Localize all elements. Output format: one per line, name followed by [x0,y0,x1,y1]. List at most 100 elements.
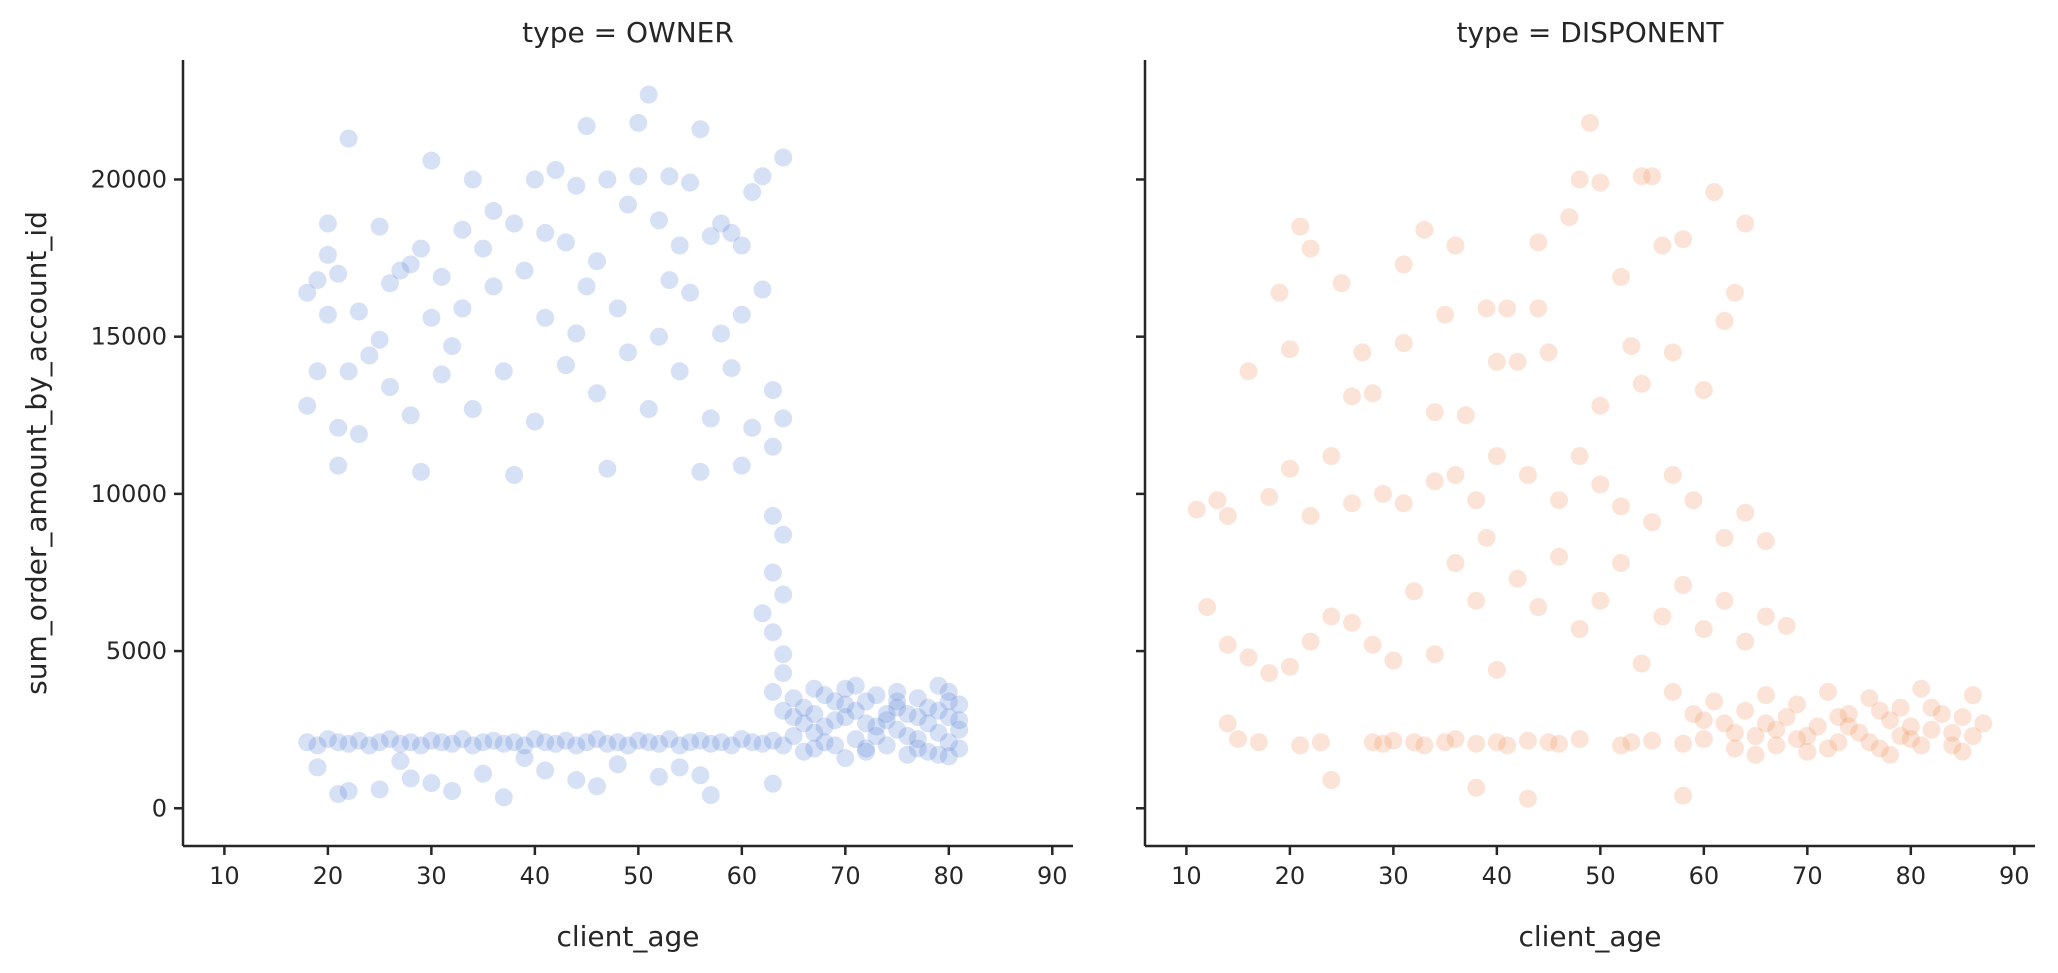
scatter-point [608,733,627,752]
scatter-point [774,585,793,604]
scatter-point [1229,730,1248,749]
scatter-point [815,717,834,736]
scatter-point [660,167,679,186]
scatter-point [1777,616,1796,635]
scatter-point [1891,727,1910,745]
scatter-point [577,733,596,752]
scatter-point [1612,497,1630,516]
scatter-point [1839,717,1858,736]
scatter-point [815,733,834,752]
scatter-point [888,698,907,717]
scatter-point [701,409,720,428]
scatter-point [691,120,710,139]
scatter-point [691,766,710,785]
scatter-point [1870,701,1889,720]
scatter-point [1343,613,1361,632]
x-axis-label: client_age [1518,920,1661,953]
scatter-point [784,689,803,708]
scatter-point [1270,283,1289,302]
scatter-point [1425,472,1444,491]
scatter-point [318,730,337,749]
scatter-point [567,736,586,755]
x-tick-label: 10 [209,862,240,890]
scatter-point [1725,723,1744,742]
scatter-point [763,682,782,701]
scatter-point [794,698,813,717]
scatter-point [950,711,969,730]
scatter-point [298,396,317,415]
scatter-point [505,733,524,752]
scatter-point [1963,686,1982,705]
scatter-point [1280,657,1299,676]
scatter-point [1218,714,1237,733]
scatter-point [401,733,420,752]
scatter-point [805,723,824,742]
x-tick-label: 80 [934,862,965,890]
scatter-point [867,727,886,745]
scatter-point [1674,734,1693,753]
scatter-point [318,305,337,324]
scatter-point [1715,591,1734,610]
scatter-point [484,277,503,296]
scatter-point [712,733,731,752]
scatter-point [1612,736,1630,755]
x-tick-label: 90 [1999,862,2030,890]
y-tick-label: 0 [152,794,167,822]
scatter-point [639,400,658,418]
scatter-point [349,302,368,321]
scatter-point [1446,466,1465,484]
scatter-point [1663,466,1682,484]
scatter-point [329,733,348,752]
scatter-point [1570,447,1589,466]
scatter-point [877,705,896,723]
scatter-point [1280,340,1299,359]
scatter-point [1591,475,1610,494]
panel-1: 10 20 30 40 50 60 70 80 90 0 5000 10000 15000 20000 ty… [20,16,1073,953]
scatter-point [505,466,524,484]
scatter-point [753,280,772,299]
scatter-point [556,731,575,750]
scatter-point [701,227,720,246]
scatter-point [443,337,462,356]
scatter-point [1870,739,1889,758]
scatter-point [1622,337,1641,356]
scatter-point [846,701,865,720]
scatter-point [329,418,348,437]
scatter-point [691,462,710,481]
scatter-point [908,739,927,758]
scatter-point [1363,733,1382,752]
scatter-point [836,679,855,698]
scatter-point [639,733,658,752]
scatter-point [774,664,793,683]
scatter-point [929,745,948,764]
scatter-point [484,731,503,750]
scatter-point [1901,730,1920,749]
scatter-point [1405,582,1424,601]
scatter-point [567,176,586,195]
scatter-point [588,384,606,403]
scatter-point [1560,208,1579,227]
scatter-points [1187,113,1993,808]
scatter-point [857,692,875,711]
scatter-point [1394,494,1413,513]
scatter-point [422,774,441,793]
x-tick-label: 40 [1482,862,1513,890]
scatter-point [805,705,824,723]
scatter-point [763,437,782,456]
scatter-point [1301,239,1320,258]
scatter-point [888,682,907,701]
scatter-point [349,425,368,444]
scatter-point [939,708,958,727]
scatter-point [670,736,689,755]
scatter-point [805,679,824,698]
scatter-point [1767,720,1786,739]
scatter-point [422,151,441,170]
scatter-point [1218,506,1237,525]
scatter-point [857,742,875,761]
scatter-point [391,261,410,280]
scatter-point [1187,500,1206,519]
scatter-point [432,267,451,286]
scatter-point [1788,730,1806,749]
scatter-point [1446,730,1465,749]
